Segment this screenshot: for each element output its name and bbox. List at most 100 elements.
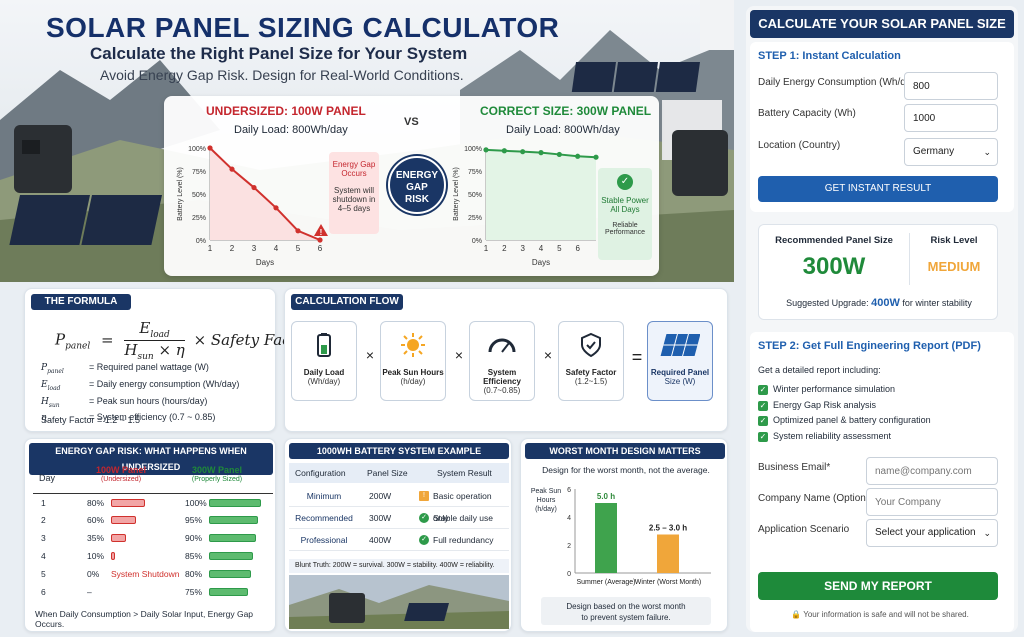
risk-header: ENERGY GAP RISK: WHAT HAPPENS WHEN UNDER…	[29, 443, 273, 475]
list-item-text: System reliability assessment	[773, 430, 892, 441]
calculation-flow-card: CALCULATION FLOW Daily Load (Wh/day) × Peak…	[284, 288, 728, 432]
y-tick-label: 0%	[196, 238, 206, 245]
y-axis-label: Battery Level (%)	[177, 167, 184, 221]
battery-result: Basic operation only	[433, 491, 492, 523]
battery-result: Full redundancy	[433, 535, 494, 545]
step2-title: STEP 2: Get Full Engineering Report (PDF…	[758, 340, 981, 352]
undersized-chart: 100% 75% 50% 25% 0%1 2 3 4 5 6 Days Battery Level (…	[177, 145, 328, 267]
worst-footer: Design based on the worst month to preve…	[541, 597, 711, 625]
bar	[595, 503, 617, 573]
risk-300w-value: 85%	[185, 551, 203, 561]
table-row: 3 35% 90%	[33, 529, 273, 547]
bar	[657, 534, 679, 573]
check-icon: ✓	[419, 513, 429, 523]
worst-note: Design for the worst month, not the aver…	[542, 465, 710, 475]
x-tick-label: 2	[502, 244, 507, 253]
report-items: ✓ Winter performance simulation ✓ Energy Ga…	[758, 382, 931, 444]
data-label: 5.0 h	[597, 492, 615, 501]
page-tagline: Avoid Energy Gap Risk. Design for Real-W…	[100, 67, 464, 83]
col-configuration: Configuration	[295, 468, 346, 478]
flow-step-note: (h/day)	[400, 377, 426, 386]
blunt-truth: Blunt Truth: 200W = survival. 300W = sta…	[289, 559, 509, 573]
y-tick-label: 0%	[472, 238, 482, 245]
formula-definition-text: = System efficiency (0.7 ~ 0.85)	[89, 412, 216, 423]
category-label: Summer (Average)	[576, 579, 635, 586]
risk-300w-bar	[209, 516, 259, 524]
formula-definition-text: = Peak sun hours (hours/day)	[89, 395, 208, 406]
series-line	[209, 147, 321, 241]
warning-icon-mark: !	[320, 228, 323, 237]
risk-100w-value: 35%	[87, 533, 105, 543]
stable-power-callout: ✓ Stable Power All Days Reliable Perform…	[598, 168, 652, 260]
formula-definition-row: η = System efficiency (0.7 ~ 0.85)	[41, 411, 239, 425]
category-label: Winter (Worst Month)	[635, 579, 701, 586]
safety-factor-range: Safety Factor = 1.2 ~ 1.5	[41, 415, 141, 425]
y-axis-label: Battery Level (%)	[453, 167, 460, 221]
data-point	[556, 151, 562, 158]
risk-day: 1	[41, 498, 46, 508]
email-field[interactable]	[866, 457, 998, 485]
suggested-upgrade: Suggested Upgrade: 400W for winter stabi…	[786, 297, 972, 309]
privacy-text: Your information is safe and will not be…	[803, 610, 969, 619]
x-tick-label: 4	[539, 244, 544, 253]
risk-footer: When Daily Consumption > Daily Solar Inp…	[35, 609, 254, 629]
risk-300w-bar	[209, 534, 256, 542]
data-point	[317, 237, 323, 243]
send-report-button[interactable]: SEND MY REPORT	[758, 572, 998, 600]
flow-step-label: Daily Load	[303, 368, 345, 377]
daily-consumption-input[interactable]	[904, 72, 998, 100]
risk-col-day: Day	[39, 473, 56, 483]
flow-step-note: (1.2~1.5)	[574, 377, 608, 386]
flow-step: Required Panel Size (W)	[647, 321, 713, 401]
formula-definition-row: Eload = Daily energy consumption (Wh/day)	[41, 378, 239, 395]
report-intro: Get a detailed report including:	[758, 365, 881, 375]
risk-300w-value: 90%	[185, 533, 203, 543]
shield-icon	[559, 332, 623, 360]
data-point	[251, 184, 257, 191]
battery-panel-size: 400W	[369, 535, 392, 545]
formula-definition-row: Ppanel = Required panel wattage (W)	[41, 361, 239, 378]
list-item: ✓ System reliability assessment	[758, 429, 931, 445]
col-system-result: System Result	[437, 468, 492, 478]
formula-definition-text: = Required panel wattage (W)	[89, 362, 209, 372]
risk-day: 4	[41, 551, 46, 561]
x-tick-label: 3	[252, 244, 257, 253]
x-tick-label: 5	[296, 244, 301, 253]
result-divider	[909, 233, 910, 285]
checkmark-icon: ✓	[617, 174, 633, 190]
y-tick-label: 75%	[468, 169, 482, 176]
table-row: Professional 400W ✓ Full redundancy	[289, 529, 509, 551]
equals-operator: =	[631, 347, 643, 367]
chevron-down-icon: ⌄	[983, 528, 991, 538]
flow-step: Peak Sun Hours (h/day)	[380, 321, 446, 401]
y-tick-label: 75%	[192, 169, 206, 176]
location-select[interactable]: Germany ⌄	[904, 138, 998, 166]
y-tick-label: 25%	[192, 215, 206, 222]
data-point	[229, 166, 235, 172]
location-label: Location (Country)	[758, 140, 841, 151]
worst-header: WORST MONTH DESIGN MATTERS	[525, 443, 725, 459]
company-field[interactable]	[866, 488, 998, 516]
x-tick-label: 6	[318, 244, 323, 253]
battery-capacity-input[interactable]	[904, 104, 998, 132]
risk-col-300w: 300W Panel	[191, 465, 243, 475]
energy-gap-note: System will shutdown in 4–5 days	[332, 186, 376, 213]
flow-step-note: (0.7~0.85)	[483, 386, 521, 395]
list-item: ✓ Energy Gap Risk analysis	[758, 398, 931, 414]
risk-100w-bar	[111, 499, 145, 507]
y-tick-label: 25%	[468, 215, 482, 222]
get-instant-result-button[interactable]: GET INSTANT RESULT	[758, 176, 998, 202]
scenario-select[interactable]: Select your application ⌄	[866, 519, 998, 547]
undersized-title: UNDERSIZED: 100W PANEL	[206, 104, 366, 118]
badge-line-3: RISK	[405, 194, 429, 205]
table-row: 5 0% 80% System Shutdown	[33, 565, 273, 583]
risk-col-300w-sub: (Properly Sized)	[191, 476, 243, 483]
data-point	[575, 153, 581, 159]
x-tick-label: 1	[208, 244, 213, 253]
data-point	[520, 149, 526, 155]
flow-step-label: System Efficiency	[483, 368, 521, 386]
step1-title: STEP 1: Instant Calculation	[758, 50, 901, 62]
x-tick-label: 1	[484, 244, 489, 253]
formula-symbol: Ppanel	[41, 363, 64, 375]
